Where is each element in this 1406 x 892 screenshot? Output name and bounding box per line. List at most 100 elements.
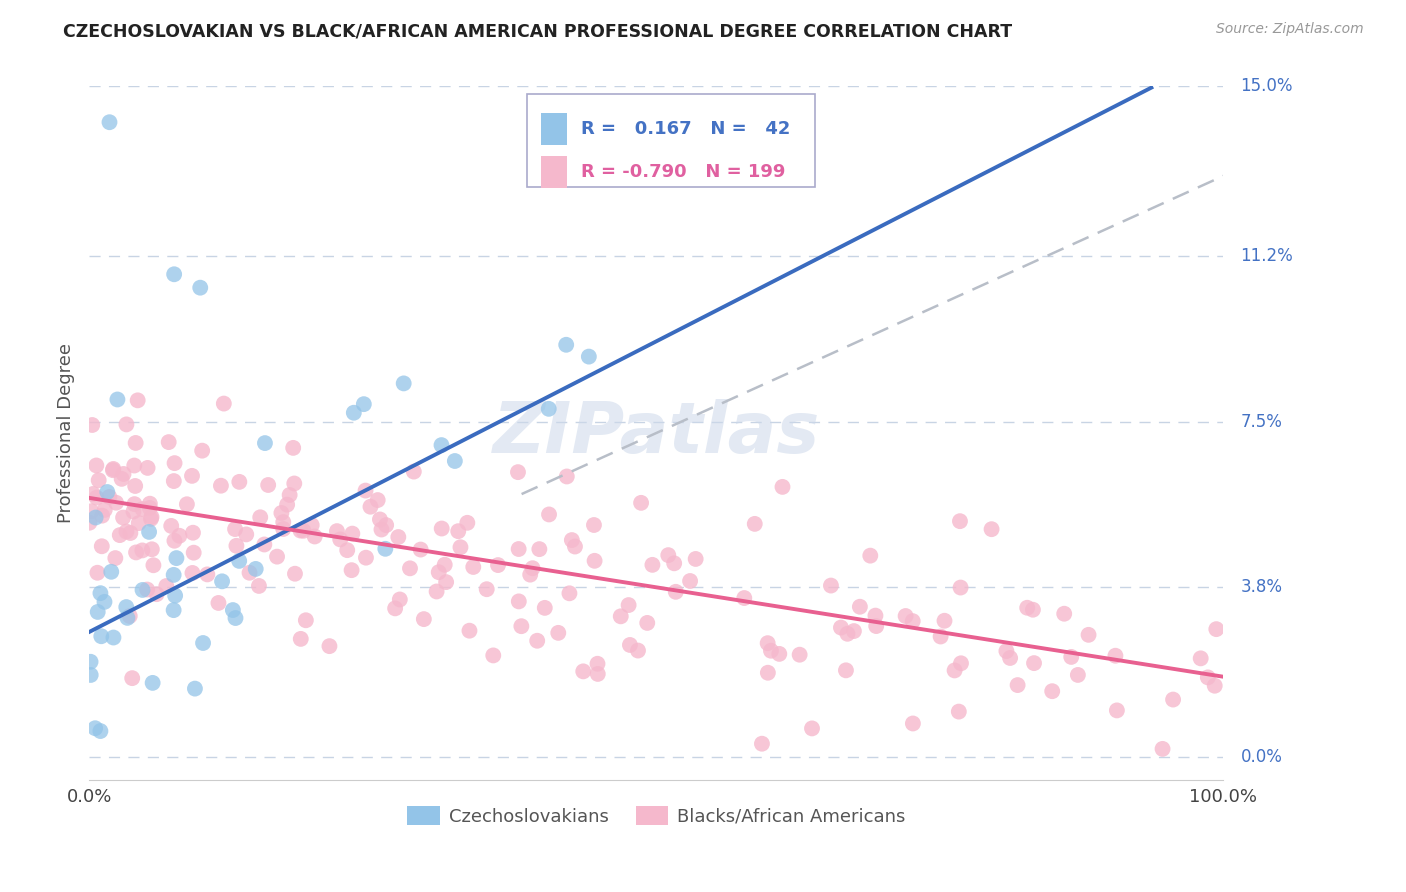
Point xyxy=(789,648,811,662)
Point xyxy=(564,540,586,554)
Point xyxy=(583,554,606,568)
Point xyxy=(1189,651,1212,665)
Point xyxy=(284,566,307,581)
Point xyxy=(555,469,578,483)
Point xyxy=(859,549,882,563)
Point xyxy=(1022,656,1045,670)
Point xyxy=(108,528,131,542)
Point xyxy=(247,579,270,593)
Point xyxy=(283,476,305,491)
Point xyxy=(820,578,842,592)
Point xyxy=(354,550,377,565)
Point xyxy=(486,558,509,573)
Point xyxy=(837,627,859,641)
Point xyxy=(384,601,406,615)
Point xyxy=(139,512,162,526)
Point xyxy=(578,350,600,364)
Point xyxy=(162,603,184,617)
Y-axis label: Professional Degree: Professional Degree xyxy=(58,343,75,523)
Point xyxy=(547,625,569,640)
Point xyxy=(112,467,135,481)
Point xyxy=(127,393,149,408)
Point xyxy=(1152,742,1174,756)
Point xyxy=(155,579,177,593)
Point xyxy=(96,485,118,500)
Point xyxy=(519,567,541,582)
Point xyxy=(163,567,186,582)
Point xyxy=(1067,668,1090,682)
Point xyxy=(283,441,305,455)
Point xyxy=(586,667,609,681)
Point xyxy=(290,524,312,538)
Point xyxy=(301,518,323,533)
Point xyxy=(980,522,1002,536)
Point xyxy=(145,587,167,601)
Point xyxy=(91,508,114,523)
Point xyxy=(326,524,349,538)
Point xyxy=(998,651,1021,665)
Point xyxy=(444,454,467,468)
Point xyxy=(949,657,972,671)
Point xyxy=(433,558,456,572)
Point xyxy=(89,586,111,600)
Point xyxy=(412,612,434,626)
Point xyxy=(222,603,245,617)
Point xyxy=(1007,678,1029,692)
Point xyxy=(508,541,530,556)
Point xyxy=(340,563,363,577)
Text: ZIPatlas: ZIPatlas xyxy=(492,399,820,467)
Text: Source: ZipAtlas.com: Source: ZipAtlas.com xyxy=(1216,22,1364,37)
Point xyxy=(995,644,1018,658)
Point xyxy=(475,582,498,597)
Point xyxy=(586,657,609,671)
Point xyxy=(627,643,650,657)
Point xyxy=(111,472,134,486)
Point xyxy=(209,479,232,493)
Point xyxy=(336,543,359,558)
Point xyxy=(195,567,218,582)
Legend: Czechoslovakians, Blacks/African Americans: Czechoslovakians, Blacks/African America… xyxy=(399,799,912,833)
Point xyxy=(329,533,352,547)
Point xyxy=(131,502,153,516)
Point xyxy=(865,608,887,623)
Text: 3.8%: 3.8% xyxy=(1240,578,1282,597)
Point xyxy=(387,530,409,544)
Point xyxy=(163,474,186,488)
Point xyxy=(399,561,422,575)
Point xyxy=(537,508,560,522)
Point xyxy=(582,518,605,533)
Point xyxy=(100,565,122,579)
Point xyxy=(278,488,301,502)
Point xyxy=(756,665,779,680)
Point xyxy=(163,456,186,470)
Point xyxy=(463,560,485,574)
Point xyxy=(630,496,652,510)
Point xyxy=(117,611,139,625)
Point xyxy=(751,737,773,751)
Point xyxy=(124,436,146,450)
Point xyxy=(447,524,470,539)
Point xyxy=(537,401,560,416)
Point xyxy=(121,671,143,685)
Point xyxy=(128,516,150,530)
Point xyxy=(367,493,389,508)
Point xyxy=(1060,649,1083,664)
Point xyxy=(101,463,124,477)
Point xyxy=(561,533,583,547)
Point xyxy=(1040,684,1063,698)
Point xyxy=(163,533,186,548)
Point xyxy=(107,392,129,407)
Point xyxy=(235,527,257,541)
Point xyxy=(163,267,186,281)
Point xyxy=(849,599,872,614)
Point xyxy=(426,584,449,599)
Point xyxy=(318,639,340,653)
Point xyxy=(122,504,145,518)
Point xyxy=(104,551,127,566)
Point xyxy=(93,595,115,609)
Point xyxy=(98,490,121,504)
Point xyxy=(529,542,551,557)
Point xyxy=(835,663,858,677)
Point xyxy=(343,406,366,420)
Point xyxy=(506,465,529,479)
